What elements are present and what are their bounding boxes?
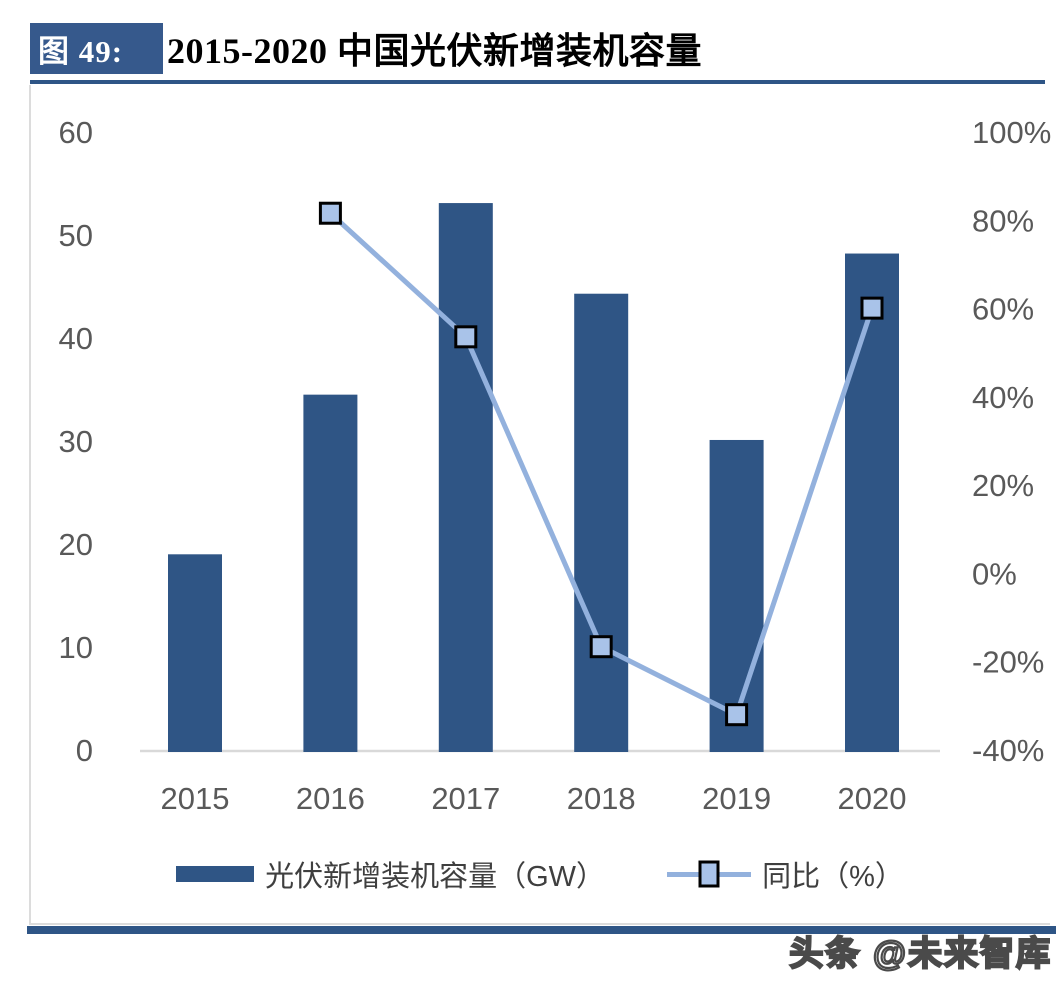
left-axis-tick: 30: [59, 424, 93, 459]
x-axis-tick: 2016: [296, 781, 365, 816]
bar-2015: [168, 554, 222, 752]
x-axis-tick: 2015: [161, 781, 230, 816]
watermark: 头条 @未来智库: [788, 934, 1052, 974]
yoy-marker-icon: [589, 635, 613, 659]
left-axis-tick: 10: [59, 630, 93, 665]
chart-border-box: [29, 85, 1050, 925]
left-axis-tick: 0: [76, 733, 93, 768]
figure-label: 图 49:: [30, 23, 163, 74]
left-axis-tick: 60: [59, 115, 93, 150]
legend-item-yoy: 同比（%）: [667, 853, 904, 895]
left-axis-tick: 40: [59, 321, 93, 356]
x-axis-tick: 2019: [702, 781, 771, 816]
title-rule: [30, 80, 1045, 84]
yoy-marker-icon: [860, 296, 884, 320]
legend-item-capacity: 光伏新增装机容量（GW）: [176, 853, 605, 895]
x-axis-tick: 2017: [431, 781, 500, 816]
right-axis-tick: 40%: [972, 380, 1034, 415]
right-axis-tick: -20%: [972, 645, 1044, 680]
bar-2019: [709, 439, 764, 752]
yoy-marker-icon: [725, 703, 749, 727]
x-axis-tick: 2020: [838, 781, 907, 816]
bar-2017: [438, 203, 493, 752]
line-swatch-icon: [667, 860, 752, 888]
bar-2016: [303, 394, 358, 752]
right-axis-tick: 60%: [972, 292, 1034, 327]
yoy-marker-icon: [454, 325, 478, 349]
right-axis-tick: 20%: [972, 468, 1034, 503]
legend: 光伏新增装机容量（GW） 同比（%）: [140, 851, 940, 897]
legend-label-capacity: 光伏新增装机容量（GW）: [265, 861, 606, 893]
legend-label-yoy: 同比（%）: [762, 861, 904, 893]
bottom-rule: [27, 926, 1056, 934]
right-axis-tick: -40%: [972, 733, 1044, 768]
bar-2020: [845, 253, 899, 753]
right-axis-tick: 80%: [972, 203, 1034, 238]
bar-swatch-icon: [176, 866, 255, 882]
yoy-marker-icon: [318, 201, 342, 225]
left-axis-tick: 20: [59, 527, 93, 562]
bar-2018: [574, 293, 629, 752]
right-axis-tick: 0%: [972, 556, 1017, 591]
x-axis-tick: 2018: [567, 781, 636, 816]
right-axis-tick: 100%: [972, 115, 1051, 150]
square-marker-icon: [698, 860, 720, 888]
page-title: 2015-2020 中国光伏新增装机容量: [167, 31, 702, 71]
left-axis-tick: 50: [59, 218, 93, 253]
